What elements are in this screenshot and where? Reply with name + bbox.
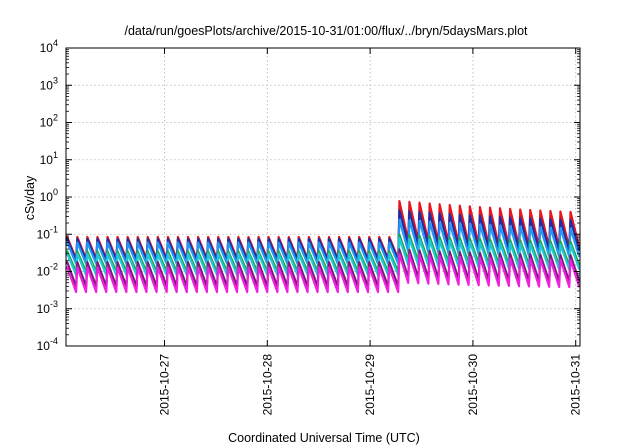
x-axis-label: Coordinated Universal Time (UTC) xyxy=(228,431,420,445)
y-tick-label: 10-3 xyxy=(37,299,58,316)
series-line xyxy=(65,218,581,265)
y-tick-label: 10-4 xyxy=(37,336,58,353)
chart-title: /data/run/goesPlots/archive/2015-10-31/0… xyxy=(124,24,528,38)
series-line xyxy=(65,233,581,273)
x-tick-label: 2015-10-28 xyxy=(260,354,274,416)
x-tick-label: 2015-10-30 xyxy=(466,354,480,416)
y-tick-label: 102 xyxy=(40,113,58,130)
grid xyxy=(66,48,580,346)
y-tick-label: 103 xyxy=(40,75,58,92)
x-tick-label: 2015-10-31 xyxy=(569,354,583,416)
x-tick-label: 2015-10-29 xyxy=(363,354,377,416)
y-tick-label: 10-1 xyxy=(37,224,58,241)
y-tick-label: 10-2 xyxy=(37,262,58,279)
y-tick-label: 101 xyxy=(40,150,58,167)
y-tick-label: 104 xyxy=(40,38,58,55)
series-line xyxy=(65,199,581,260)
x-tick-label: 2015-10-27 xyxy=(158,354,172,416)
y-axis-label: cSv/day xyxy=(23,175,37,220)
series-line xyxy=(65,252,581,294)
series-group xyxy=(65,199,581,294)
series-line xyxy=(65,248,581,288)
y-tick-label: 100 xyxy=(40,187,58,204)
series-line xyxy=(65,209,581,262)
series-line xyxy=(65,237,581,277)
plot-frame xyxy=(65,47,581,347)
